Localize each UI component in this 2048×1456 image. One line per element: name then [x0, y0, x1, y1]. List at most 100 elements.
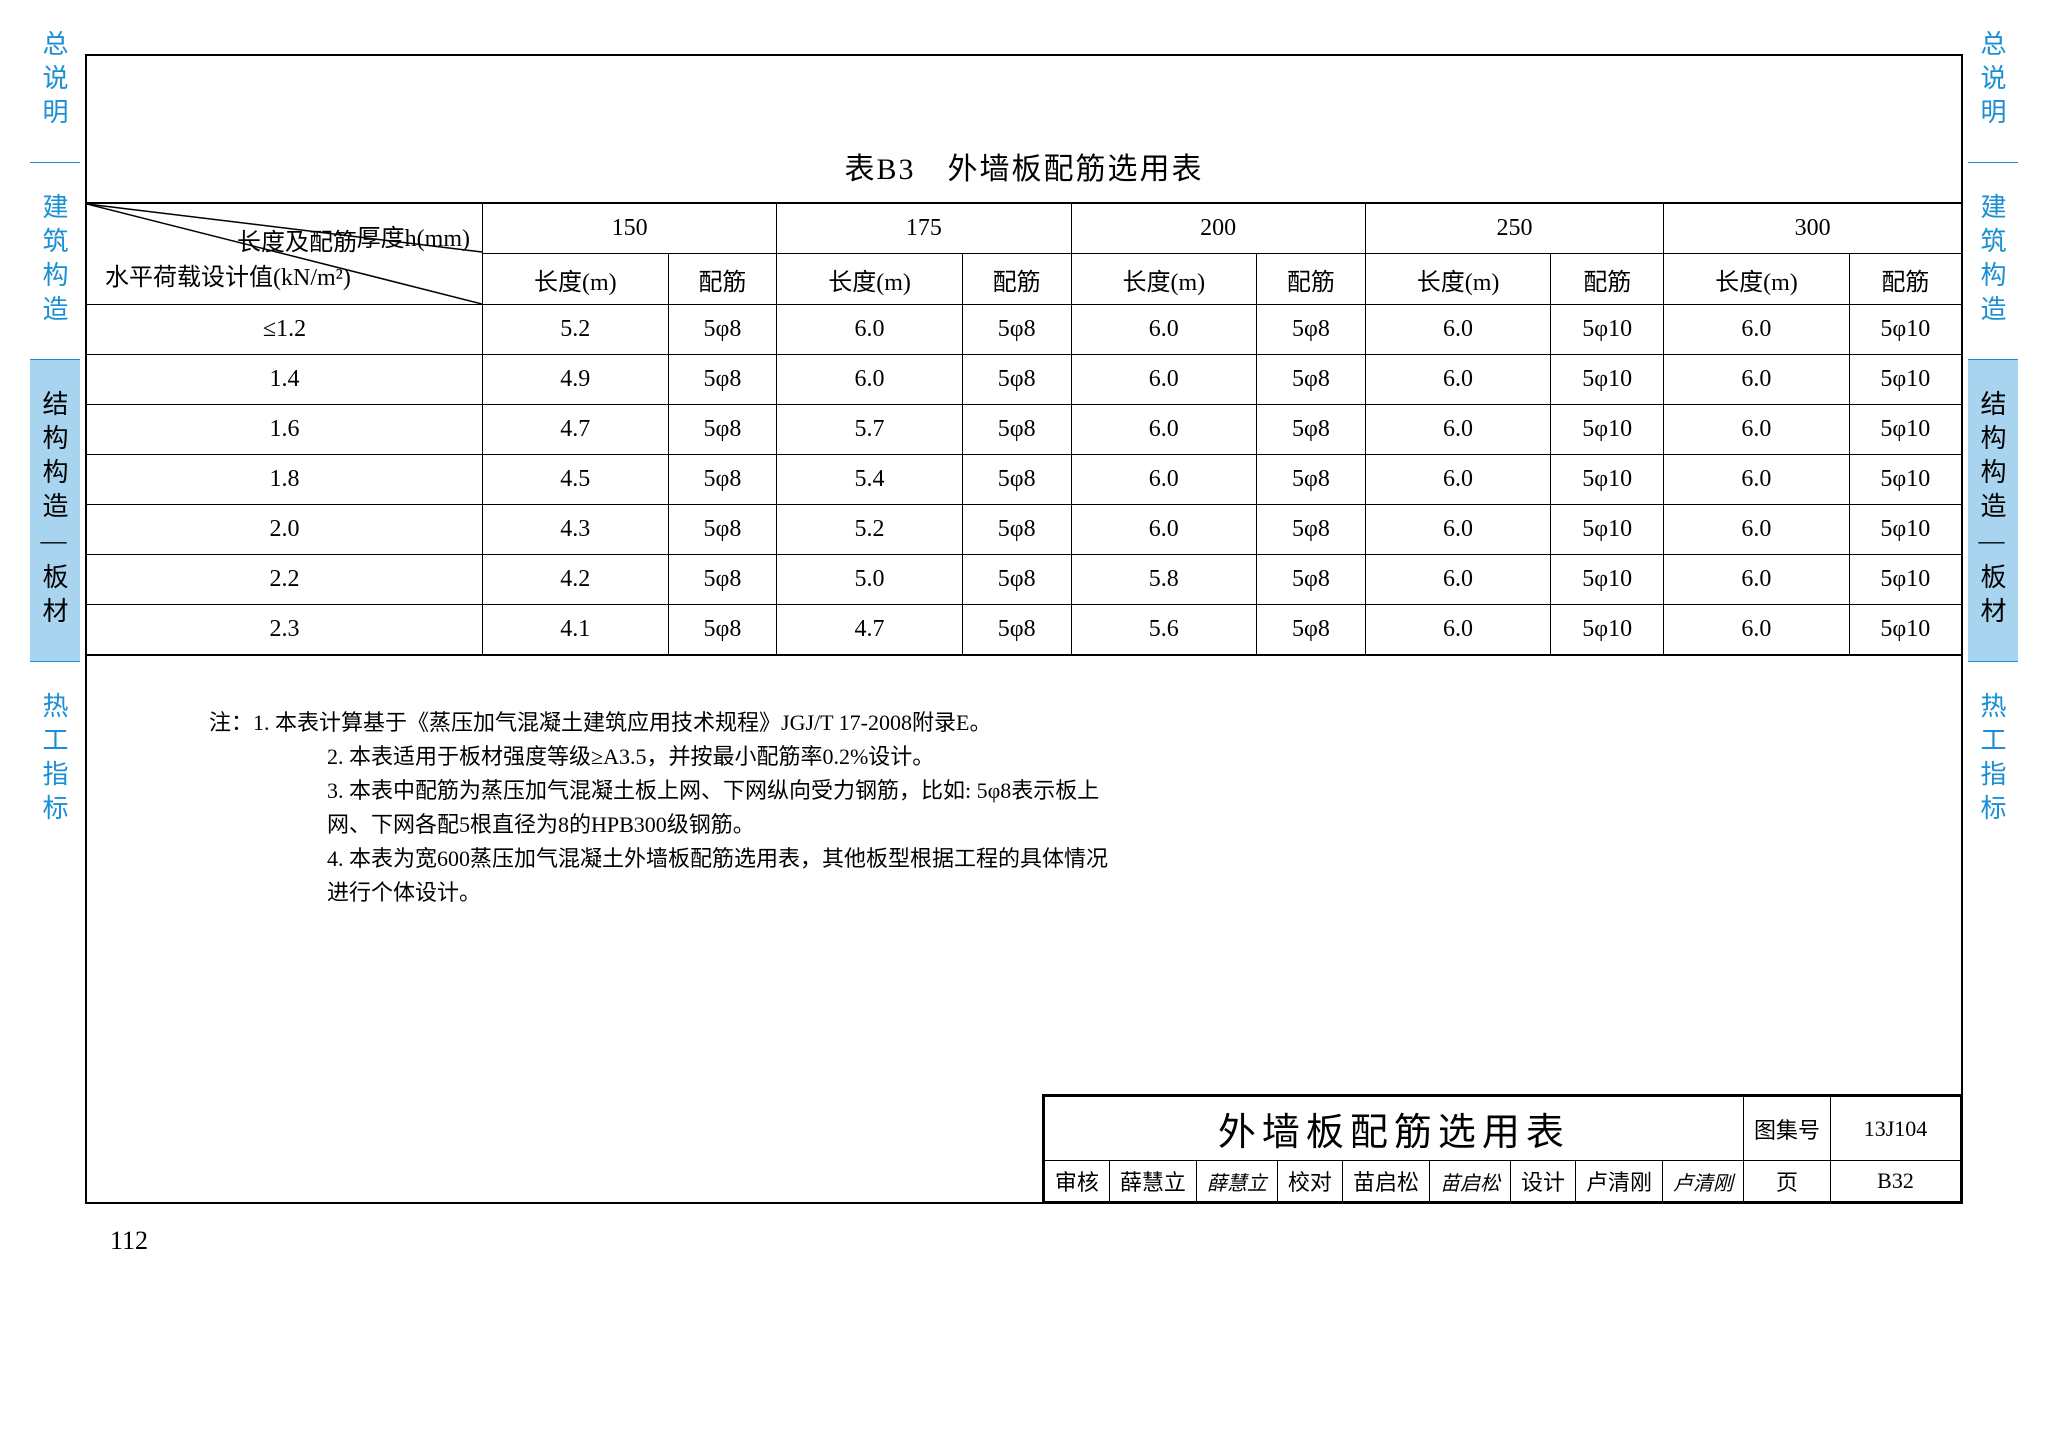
data-cell: 5φ10 [1849, 455, 1961, 505]
atlas-label: 图集号 [1743, 1097, 1830, 1161]
drawing-frame: 表B3 外墙板配筋选用表 长度及配筋 厚度h(mm) 水平荷载设计值(kN/m²… [85, 54, 1963, 1204]
tb-设计_name: 卢清刚 [1575, 1161, 1662, 1202]
data-cell: 5φ10 [1849, 405, 1961, 455]
hdr-length-rebar: 长度及配筋 [237, 222, 357, 257]
rebar-table: 长度及配筋 厚度h(mm) 水平荷载设计值(kN/m²) 150 175 200… [87, 202, 1961, 656]
data-cell: 5φ10 [1849, 605, 1961, 655]
side-tabs-right: 总说明 建筑构造 结构构造—板材 热工指标 [1968, 0, 2018, 858]
load-cell: ≤1.2 [87, 305, 483, 355]
col-300: 300 [1664, 203, 1961, 254]
data-cell: 6.0 [1664, 605, 1850, 655]
data-cell: 6.0 [1365, 355, 1551, 405]
tb-校对_sig: 苗启松 [1429, 1161, 1510, 1202]
data-cell: 5φ10 [1849, 305, 1961, 355]
note-3b: 网、下网各配5根直径为8的HPB300级钢筋。 [209, 808, 1961, 842]
data-cell: 5φ8 [1257, 455, 1366, 505]
diagonal-header: 长度及配筋 厚度h(mm) 水平荷载设计值(kN/m²) [87, 204, 482, 304]
load-cell: 1.8 [87, 455, 483, 505]
tab-overview-r[interactable]: 总说明 [1968, 0, 2018, 163]
data-cell: 5φ10 [1551, 305, 1664, 355]
data-cell: 5.4 [777, 455, 963, 505]
load-cell: 1.4 [87, 355, 483, 405]
data-cell: 4.2 [483, 555, 669, 605]
hdr-load: 水平荷载设计值(kN/m²) [105, 257, 351, 292]
atlas-no: 13J104 [1831, 1097, 1961, 1161]
sub-header: 配筋 [1257, 254, 1366, 305]
data-cell: 5φ10 [1849, 555, 1961, 605]
data-cell: 6.0 [777, 305, 963, 355]
data-cell: 5φ10 [1551, 605, 1664, 655]
data-cell: 5φ8 [962, 555, 1071, 605]
data-cell: 5φ8 [668, 355, 777, 405]
col-175: 175 [777, 203, 1071, 254]
data-cell: 6.0 [777, 355, 963, 405]
tab-building[interactable]: 建筑构造 [30, 163, 80, 360]
tab-overview[interactable]: 总说明 [30, 0, 80, 163]
data-cell: 5φ8 [962, 455, 1071, 505]
data-cell: 4.7 [777, 605, 963, 655]
data-cell: 5φ10 [1849, 355, 1961, 405]
data-cell: 4.1 [483, 605, 669, 655]
data-cell: 6.0 [1071, 355, 1257, 405]
note-4b: 进行个体设计。 [209, 876, 1961, 910]
data-cell: 6.0 [1664, 305, 1850, 355]
data-cell: 5φ8 [1257, 605, 1366, 655]
notes-label: 注： [209, 710, 253, 735]
data-cell: 6.0 [1365, 605, 1551, 655]
data-cell: 5φ8 [1257, 305, 1366, 355]
col-250: 250 [1365, 203, 1663, 254]
page-number: 112 [110, 1226, 148, 1256]
note-2: 2. 本表适用于板材强度等级≥A3.5，并按最小配筋率0.2%设计。 [209, 740, 1961, 774]
sub-header: 长度(m) [1071, 254, 1257, 305]
tb-page_no: B32 [1831, 1161, 1961, 1202]
tb-审核_sig: 薛慧立 [1196, 1161, 1277, 1202]
data-cell: 4.5 [483, 455, 669, 505]
data-cell: 6.0 [1365, 505, 1551, 555]
tb-设计_sig: 卢清刚 [1662, 1161, 1743, 1202]
col-200: 200 [1071, 203, 1365, 254]
sub-header: 配筋 [668, 254, 777, 305]
data-cell: 6.0 [1664, 355, 1850, 405]
tab-thermal-r[interactable]: 热工指标 [1968, 662, 2018, 858]
data-cell: 4.7 [483, 405, 669, 455]
data-cell: 5φ10 [1551, 355, 1664, 405]
data-cell: 4.9 [483, 355, 669, 405]
tab-structure[interactable]: 结构构造—板材 [30, 360, 80, 662]
data-cell: 6.0 [1071, 455, 1257, 505]
data-cell: 5φ10 [1551, 505, 1664, 555]
col-150: 150 [483, 203, 777, 254]
tb-审核_name: 薛慧立 [1109, 1161, 1196, 1202]
data-cell: 5φ8 [668, 305, 777, 355]
load-cell: 2.0 [87, 505, 483, 555]
tb-审核_label: 审核 [1044, 1161, 1109, 1202]
data-cell: 5φ8 [668, 455, 777, 505]
data-cell: 6.0 [1664, 505, 1850, 555]
tab-structure-r[interactable]: 结构构造—板材 [1968, 360, 2018, 662]
data-cell: 4.3 [483, 505, 669, 555]
tab-building-r[interactable]: 建筑构造 [1968, 163, 2018, 360]
sub-header: 长度(m) [1365, 254, 1551, 305]
data-cell: 6.0 [1365, 555, 1551, 605]
data-cell: 6.0 [1071, 405, 1257, 455]
data-cell: 5φ8 [962, 505, 1071, 555]
data-cell: 5.8 [1071, 555, 1257, 605]
data-cell: 6.0 [1365, 455, 1551, 505]
sub-header: 配筋 [1849, 254, 1961, 305]
data-cell: 6.0 [1664, 555, 1850, 605]
data-cell: 5φ8 [1257, 555, 1366, 605]
hdr-thickness: 厚度h(mm) [357, 218, 470, 253]
data-cell: 6.0 [1664, 455, 1850, 505]
title-block: 外墙板配筋选用表图集号13J104审核薛慧立薛慧立校对苗启松苗启松设计卢清刚卢清… [1042, 1094, 1963, 1204]
data-cell: 5φ8 [668, 555, 777, 605]
data-cell: 5φ8 [962, 355, 1071, 405]
data-cell: 5φ8 [1257, 355, 1366, 405]
load-cell: 2.3 [87, 605, 483, 655]
data-cell: 5.2 [777, 505, 963, 555]
table-title: 表B3 外墙板配筋选用表 [87, 56, 1961, 202]
data-cell: 5.2 [483, 305, 669, 355]
data-cell: 6.0 [1365, 405, 1551, 455]
data-cell: 5φ10 [1551, 455, 1664, 505]
tab-thermal[interactable]: 热工指标 [30, 662, 80, 858]
tb-设计_label: 设计 [1510, 1161, 1575, 1202]
data-cell: 5φ8 [962, 605, 1071, 655]
